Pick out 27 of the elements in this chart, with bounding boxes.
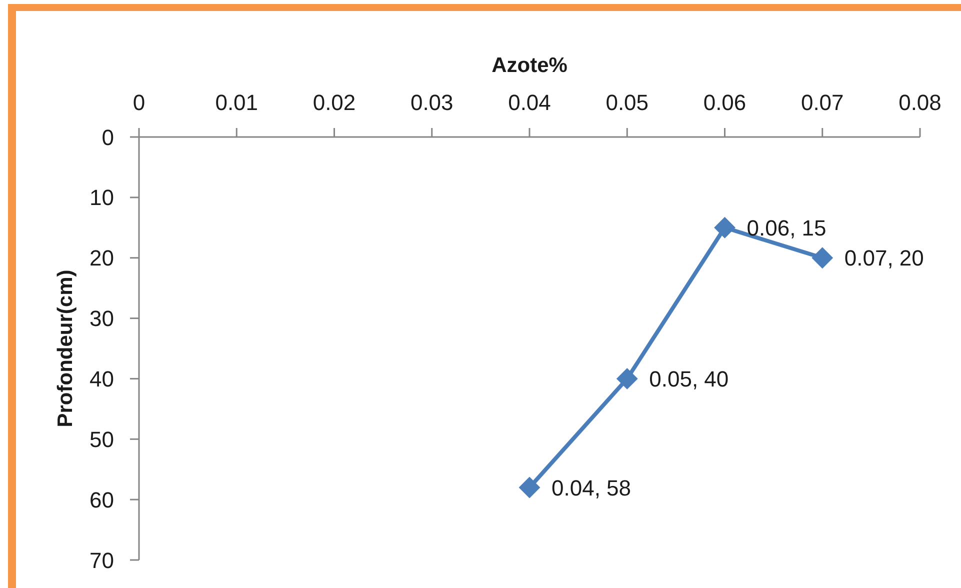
point [519, 476, 540, 498]
y-tick-label: 20 [90, 246, 114, 271]
x-tick-label: 0.02 [312, 90, 356, 115]
point [616, 368, 638, 390]
x-tick-label: 0.07 [800, 90, 844, 115]
x-tick-label: 0.06 [703, 90, 746, 115]
y-tick-label: 60 [90, 487, 114, 512]
y-tick-label: 40 [90, 366, 114, 392]
x-axis-title: Azote% [492, 54, 568, 76]
x-tick-label: 0.01 [215, 90, 258, 115]
x-tick-label: 0.04 [508, 90, 551, 115]
x-tick-label: 0.03 [410, 90, 454, 115]
y-tick-label: 50 [90, 426, 114, 452]
y-tick-label: 10 [90, 185, 114, 210]
x-tick-label: 0 [132, 90, 146, 115]
data-label: 0.04, 58 [552, 475, 632, 500]
point [714, 217, 736, 238]
y-axis-title: Profondeur(cm) [54, 270, 76, 428]
data-label: 0.05, 40 [649, 366, 729, 392]
y-tick-label: 70 [90, 548, 114, 573]
data-label: 0.07, 20 [844, 246, 924, 271]
y-tick-label: 30 [90, 306, 114, 332]
y-tick-label: 0 [102, 124, 114, 150]
point [812, 247, 833, 268]
x-tick-label: 0.05 [606, 90, 649, 115]
x-tick-label: 0.08 [898, 90, 942, 115]
data-label: 0.06, 15 [746, 215, 826, 240]
